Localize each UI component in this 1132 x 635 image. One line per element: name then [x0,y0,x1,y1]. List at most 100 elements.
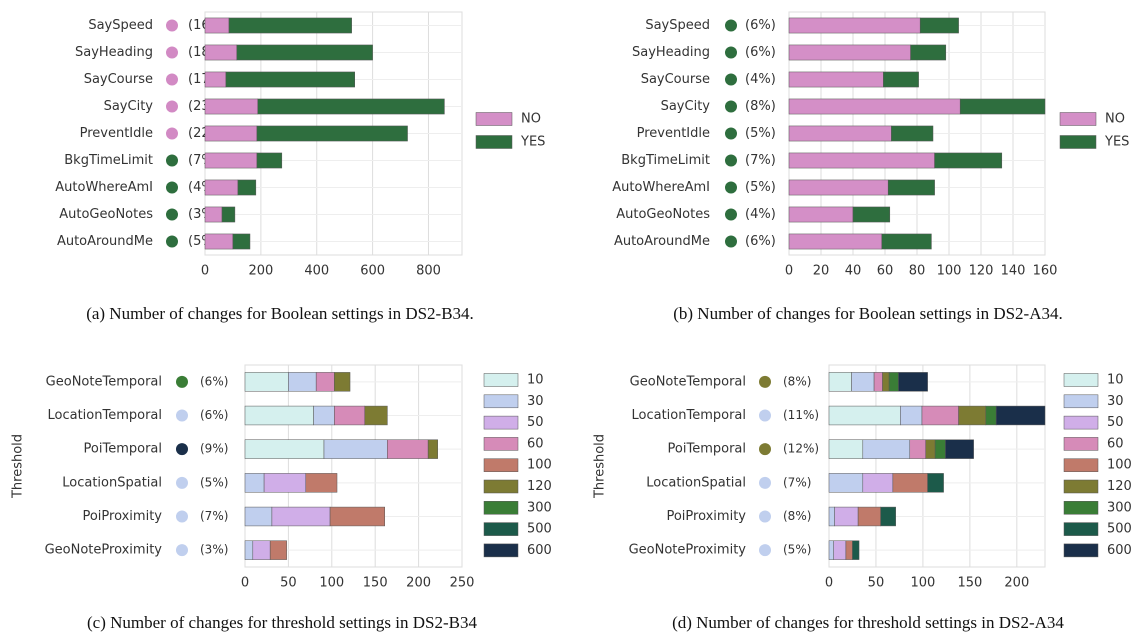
legend-swatch [1063,543,1099,558]
share-dot [759,510,771,523]
category-label: SayCourse [84,72,153,87]
bar-segment [204,152,258,169]
bar-segment [945,439,974,459]
x-tick-label: 400 [304,264,329,279]
category-label: PreventIdle [80,126,153,141]
legend-label: YES [520,135,545,150]
bar-segment [910,44,947,61]
bar-segment [891,125,934,142]
bar-segment [257,98,445,115]
bar-segment [252,540,271,560]
share-label: (9%) [200,442,228,456]
bar-segment [204,179,239,196]
x-tick-label: 100 [319,576,344,591]
legend-label: 600 [527,543,552,558]
plot-frame [244,364,463,568]
x-tick-label: 40 [845,264,862,279]
bar-segment [225,71,355,88]
bar-segment [204,125,258,142]
bar-segment [315,372,335,392]
category-label: SayHeading [75,45,153,60]
x-tick-label: 120 [969,264,994,279]
bar-segment [934,152,1003,169]
category-label: GeoNoteProximity [45,543,163,558]
share-dot [725,127,737,140]
bar-segment [221,206,236,223]
x-tick-label: 200 [406,576,431,591]
bar-segment [845,540,853,560]
legend-swatch [1059,112,1097,126]
bar-segment [244,473,265,493]
category-label: SayCourse [641,72,710,87]
legend-swatch [483,373,519,387]
bar-segment [995,405,1046,426]
legend-label: 60 [527,436,544,451]
category-label: GeoNoteTemporal [630,374,746,389]
legend-swatch [1063,479,1099,494]
legend-label: 500 [527,522,552,537]
bar-segment [204,206,223,223]
bar-segment [788,179,889,196]
share-label: (5%) [745,126,776,141]
bar-segment [852,540,860,560]
x-tick-label: 0 [201,264,209,279]
share-dot [759,409,771,422]
bar-segment [958,405,987,426]
bar-segment [387,439,429,459]
x-tick-label: 50 [868,576,885,591]
x-tick-label: 20 [813,264,830,279]
share-label: (6%) [200,374,228,388]
category-label: PoiProximity [82,509,162,524]
legend-label: NO [521,112,541,127]
category-label: LocationTemporal [47,408,162,423]
legend-swatch [483,479,519,494]
bar-segment [934,439,946,459]
share-dot [725,100,737,113]
share-dot [725,19,737,32]
legend-label: 300 [527,500,552,515]
legend-swatch [1063,458,1099,472]
bar-segment [925,439,936,459]
legend-swatch [483,437,519,451]
share-dot [725,73,737,86]
x-tick-label: 160 [1033,264,1058,279]
share-label: (6%) [745,18,776,33]
share-label: (8%) [783,509,811,523]
x-tick-label: 150 [363,576,388,591]
bar-segment [288,372,317,392]
x-tick-label: 80 [909,264,926,279]
bar-segment [788,233,883,250]
share-dot [176,476,188,489]
bar-segment [788,71,884,88]
bar-segment [236,44,373,61]
bar-segment [204,233,234,250]
bar-segment [857,506,881,527]
x-tick-label: 150 [957,576,982,591]
bar-segment [887,179,935,196]
share-label: (5%) [783,543,811,557]
y-axis-label: Threshold [593,434,608,499]
share-label: (12%) [783,442,819,456]
legend-label: 120 [1107,479,1132,494]
x-tick-label: 140 [1001,264,1026,279]
legend-label: 50 [1107,415,1124,430]
share-dot [176,409,188,422]
bar-segment [788,98,961,115]
category-label: PreventIdle [637,126,710,141]
x-tick-label: 200 [248,264,273,279]
share-dot [166,208,178,221]
legend-swatch [1063,501,1099,515]
share-dot [176,544,188,557]
bar-segment [204,17,230,34]
share-dot [166,235,178,248]
category-label: SayCity [661,99,711,114]
share-label: (8%) [783,374,811,388]
bar-segment [873,372,883,392]
bar-segment [828,439,864,459]
legend-swatch [1059,135,1097,149]
legend-swatch [483,415,519,430]
legend-swatch [483,522,519,536]
share-label: (5%) [200,475,228,489]
share-label: (6%) [745,45,776,60]
